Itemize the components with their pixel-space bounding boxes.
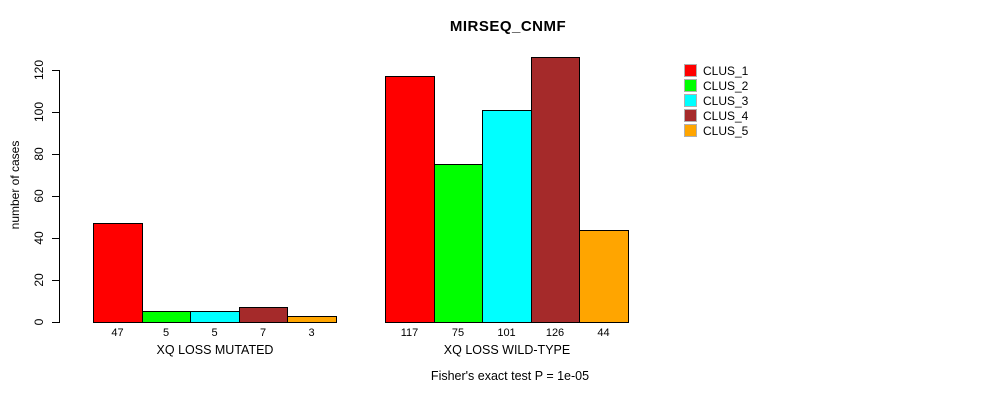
bar-value-label: 126: [545, 327, 565, 339]
legend-color-swatch: [684, 94, 697, 107]
bar-clus_5-1: [287, 316, 337, 323]
bar-value-label: 5: [162, 327, 170, 339]
y-axis-tick: [52, 70, 59, 71]
y-axis-label: number of cases: [8, 140, 22, 230]
y-axis-tick: [52, 154, 59, 155]
bar-value-label: 7: [259, 327, 267, 339]
legend: CLUS_1 CLUS_2 CLUS_3 CLUS_4 CLUS_5: [684, 63, 748, 138]
legend-item-clus_2: CLUS_2: [684, 78, 748, 93]
y-axis-tick: [52, 280, 59, 281]
bar-clus_1-1: [93, 223, 143, 323]
bar-value-label: 117: [400, 327, 419, 339]
y-axis-tick-label: 100: [32, 101, 46, 123]
legend-item-label: CLUS_1: [703, 63, 749, 78]
y-axis-tick: [52, 196, 59, 197]
chart-title: MIRSEQ_CNMF: [449, 18, 567, 35]
bar-clus_1-2: [385, 76, 435, 323]
bar-clus_5-2: [579, 230, 629, 323]
legend-color-swatch: [684, 64, 697, 77]
bar-clus_3-1: [190, 311, 240, 323]
y-axis-tick-label: 0: [32, 318, 46, 326]
y-axis-tick-label: 60: [32, 189, 46, 203]
bar-clus_4-2: [531, 57, 580, 323]
y-axis-tick: [52, 112, 59, 113]
legend-color-swatch: [684, 124, 697, 137]
bar-value-label: 101: [497, 327, 516, 339]
bar-value-label: 44: [597, 327, 610, 339]
bar-value-label: 47: [111, 327, 124, 339]
legend-item-clus_4: CLUS_4: [684, 108, 748, 123]
y-axis-tick-label: 120: [32, 59, 46, 81]
bar-clus_2-2: [434, 164, 483, 323]
legend-item-label: CLUS_4: [703, 108, 749, 123]
legend-color-swatch: [684, 109, 697, 122]
footer-note: Fisher's exact test P = 1e-05: [430, 369, 590, 383]
y-axis-tick: [52, 238, 59, 239]
group-label: XQ LOSS WILD-TYPE: [443, 343, 571, 357]
legend-item-label: CLUS_3: [703, 93, 749, 108]
y-axis-tick-label: 40: [32, 231, 46, 245]
bar-clus_2-1: [142, 311, 191, 323]
legend-item-clus_1: CLUS_1: [684, 63, 748, 78]
bar-value-label: 75: [451, 327, 465, 339]
legend-item-label: CLUS_5: [703, 123, 749, 138]
y-axis-line: [59, 70, 60, 323]
group-label: XQ LOSS MUTATED: [156, 343, 274, 357]
legend-item-label: CLUS_2: [703, 78, 749, 93]
bar-value-label: 3: [308, 327, 315, 339]
legend-color-swatch: [684, 79, 697, 92]
bar-value-label: 5: [211, 327, 218, 339]
y-axis-tick-label: 20: [32, 273, 46, 287]
y-axis-tick-label: 80: [32, 147, 46, 161]
y-axis-tick: [52, 322, 59, 323]
bar-clus_4-1: [239, 307, 288, 323]
legend-item-clus_3: CLUS_3: [684, 93, 748, 108]
bar-clus_3-2: [482, 110, 532, 323]
legend-item-clus_5: CLUS_5: [684, 123, 748, 138]
